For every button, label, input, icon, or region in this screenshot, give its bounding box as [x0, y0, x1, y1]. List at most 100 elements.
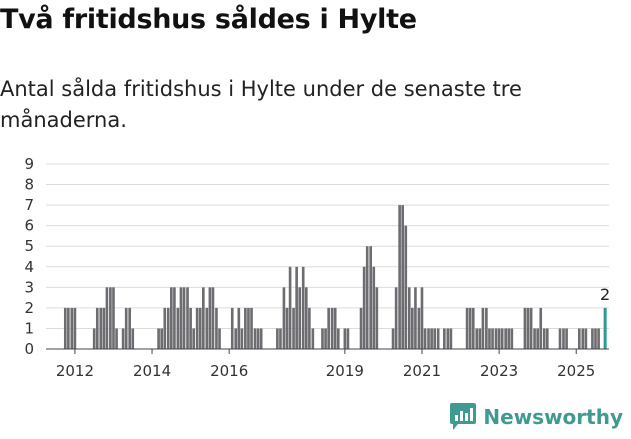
bar: [189, 307, 192, 349]
bar: [301, 266, 305, 349]
x-tick-label: 2012: [56, 362, 94, 380]
bar: [121, 328, 125, 349]
bar: [205, 307, 209, 349]
bar: [411, 307, 414, 349]
bar: [545, 328, 549, 349]
bar: [208, 287, 212, 349]
bar: [240, 328, 244, 349]
bar: [542, 328, 546, 349]
bar: [471, 307, 475, 349]
bar: [481, 307, 485, 349]
bar: [504, 328, 507, 349]
bar: [285, 307, 289, 349]
bar: [584, 328, 588, 349]
bar: [176, 307, 180, 349]
bar: [292, 307, 295, 349]
bar: [112, 287, 115, 349]
bar: [256, 328, 260, 349]
x-tick-label: 2021: [403, 362, 441, 380]
bar: [234, 328, 238, 349]
bar: [510, 328, 514, 349]
x-axis: 2012 2014 2016 2019 2021 2023 2025: [46, 348, 609, 380]
bar: [102, 307, 106, 349]
bar: [198, 307, 202, 349]
bar: [244, 307, 247, 349]
bar: [70, 307, 74, 349]
bar: [115, 328, 118, 349]
bar: [591, 328, 594, 349]
bar: [160, 328, 164, 349]
bar: [359, 307, 363, 349]
bar: [163, 307, 167, 349]
bar: [67, 307, 70, 349]
bar: [491, 328, 494, 349]
y-tick-label: 9: [24, 155, 34, 173]
x-tick-label: 2014: [133, 362, 171, 380]
y-tick-label: 5: [24, 237, 34, 255]
bar: [369, 246, 373, 349]
bar: [375, 287, 379, 349]
bar: [211, 287, 215, 349]
bar: [92, 328, 96, 349]
bar: [109, 287, 112, 349]
bar: [182, 287, 186, 349]
bar: [166, 307, 170, 349]
bar: [63, 307, 67, 349]
bar: [446, 328, 450, 349]
bar: [594, 328, 597, 349]
x-tick-label: 2023: [480, 362, 518, 380]
page-title: Två fritidshus såldes i Hylte: [0, 4, 417, 35]
y-tick-label: 0: [24, 340, 34, 358]
bar: [276, 328, 279, 349]
bar: [526, 307, 530, 349]
bars: [63, 205, 607, 349]
bar: [195, 307, 199, 349]
y-tick-label: 3: [24, 278, 34, 296]
highlight-label: 2: [600, 285, 610, 304]
bar: [308, 307, 311, 349]
y-tick-label: 1: [24, 319, 34, 337]
y-tick-label: 8: [24, 176, 34, 194]
bar: [443, 328, 446, 349]
bar: [433, 328, 437, 349]
brand-name: Newsworthy: [483, 405, 623, 429]
bar: [105, 287, 109, 349]
bar: [346, 328, 350, 349]
bar: [327, 307, 330, 349]
bar: [250, 307, 253, 349]
bar: [398, 205, 401, 349]
bar: [391, 328, 395, 349]
bar: [577, 328, 581, 349]
bar: [478, 328, 482, 349]
bar: [497, 328, 501, 349]
bar: [414, 287, 417, 349]
bar: [468, 307, 472, 349]
bar: [336, 328, 340, 349]
bar: [330, 307, 334, 349]
bar: [427, 328, 430, 349]
bar: [523, 307, 527, 349]
bar: [394, 287, 398, 349]
bar: [500, 328, 504, 349]
bar: [494, 328, 498, 349]
bar: [173, 287, 176, 349]
bar: [465, 307, 469, 349]
y-axis: 0 1 2 3 4 5 6 7 8 9: [24, 155, 34, 358]
bar: [529, 307, 533, 349]
bar: [202, 287, 205, 349]
grid-lines: [46, 163, 609, 350]
bar: [230, 307, 234, 349]
bar: [420, 287, 424, 349]
bar: [475, 328, 479, 349]
bar: [192, 328, 196, 349]
y-tick-label: 2: [24, 299, 34, 317]
bar: [430, 328, 433, 349]
bar: [237, 307, 241, 349]
bar: [597, 328, 600, 349]
y-tick-label: 4: [24, 258, 34, 276]
bar: [157, 328, 160, 349]
bar: [362, 266, 366, 349]
bar: [124, 307, 128, 349]
bar: [311, 328, 315, 349]
